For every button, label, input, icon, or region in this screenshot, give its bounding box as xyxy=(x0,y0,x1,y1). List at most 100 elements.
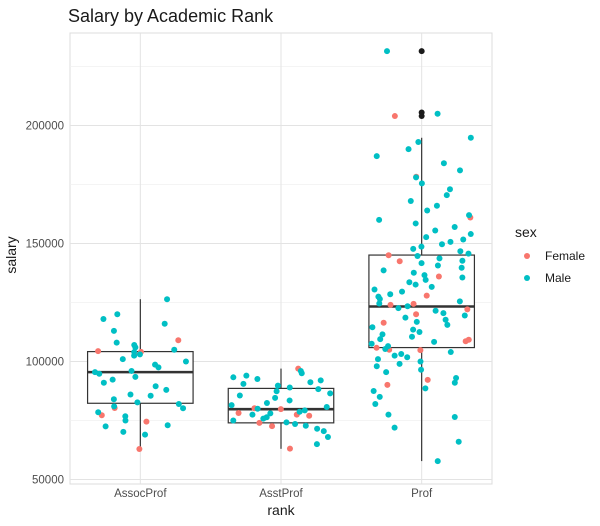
male-point xyxy=(372,400,379,407)
male-point xyxy=(465,250,472,257)
female-point xyxy=(373,344,380,351)
legend-swatch-male xyxy=(524,275,530,281)
male-point xyxy=(380,267,387,274)
legend-label-female: Female xyxy=(545,249,585,263)
male-point xyxy=(313,441,320,448)
female-point xyxy=(175,337,182,344)
x-axis-ticks: AssocProf AsstProf Prof xyxy=(114,488,433,500)
female-point xyxy=(306,412,313,419)
female-point xyxy=(424,376,431,383)
male-point xyxy=(447,238,454,245)
male-point xyxy=(263,400,270,407)
female-point xyxy=(417,347,424,354)
y-tick-label: 50000 xyxy=(32,475,64,487)
female-point xyxy=(410,300,417,307)
male-point xyxy=(457,248,464,255)
male-point xyxy=(451,413,458,420)
male-point xyxy=(136,351,143,358)
box-asstprof xyxy=(227,368,335,449)
box-assocprof xyxy=(86,299,194,450)
female-point xyxy=(256,419,263,426)
female-point xyxy=(435,273,442,280)
male-point xyxy=(324,434,331,441)
male-point xyxy=(418,180,425,187)
male-point xyxy=(379,331,386,338)
male-point xyxy=(399,288,406,295)
male-point xyxy=(370,388,377,394)
male-point xyxy=(292,421,299,428)
male-point xyxy=(387,291,394,298)
x-tick-label: Prof xyxy=(411,488,433,500)
male-point xyxy=(404,354,411,361)
outlier-point xyxy=(418,109,425,116)
male-point xyxy=(456,167,463,174)
male-point xyxy=(286,384,293,391)
male-point xyxy=(422,385,429,392)
male-point xyxy=(395,305,402,312)
male-point xyxy=(131,341,138,348)
legend-title: sex xyxy=(515,224,537,240)
outlier-point xyxy=(418,48,425,55)
y-tick-label: 100000 xyxy=(26,357,64,369)
male-point xyxy=(127,391,134,398)
male-point xyxy=(164,422,171,429)
male-point xyxy=(418,243,425,250)
male-point xyxy=(440,310,447,317)
male-point xyxy=(421,272,428,279)
male-point xyxy=(415,139,422,146)
male-point xyxy=(410,269,417,276)
male-point xyxy=(432,307,439,314)
male-point xyxy=(113,339,120,346)
female-point xyxy=(380,319,387,326)
male-point xyxy=(95,409,102,416)
male-point xyxy=(128,367,135,374)
male-point xyxy=(307,379,314,386)
chart-title: Salary by Academic Rank xyxy=(68,6,274,26)
male-point xyxy=(109,376,116,383)
male-point xyxy=(243,372,250,379)
male-point xyxy=(385,343,392,350)
male-point xyxy=(100,379,107,386)
male-point xyxy=(433,202,440,209)
male-point xyxy=(416,329,423,335)
male-point xyxy=(122,417,129,424)
male-point xyxy=(376,393,383,400)
male-point xyxy=(119,356,126,363)
male-point xyxy=(455,438,462,445)
male-point xyxy=(402,314,409,321)
male-point xyxy=(134,399,141,406)
male-point xyxy=(369,324,376,331)
male-point xyxy=(444,321,451,328)
male-point xyxy=(376,300,383,307)
male-point xyxy=(412,281,419,288)
male-point xyxy=(396,360,403,367)
male-point xyxy=(413,174,420,181)
male-point xyxy=(263,414,270,421)
male-point xyxy=(254,375,261,382)
male-point xyxy=(315,386,322,393)
male-point xyxy=(377,336,384,343)
male-point xyxy=(440,160,447,167)
legend-swatch-female xyxy=(524,253,530,259)
x-tick-label: AsstProf xyxy=(259,488,303,500)
male-point xyxy=(384,48,391,55)
x-tick-label: AssocProf xyxy=(114,488,167,500)
box-body xyxy=(227,387,335,424)
male-point xyxy=(385,411,392,418)
female-point xyxy=(413,311,420,318)
male-point xyxy=(164,296,171,303)
male-point xyxy=(91,369,98,376)
male-point xyxy=(228,402,235,409)
male-point xyxy=(373,363,380,370)
male-point xyxy=(391,424,398,431)
female-point xyxy=(143,418,150,425)
male-point xyxy=(120,428,127,435)
male-point xyxy=(163,386,170,393)
male-point xyxy=(414,253,421,260)
male-point xyxy=(467,231,474,238)
male-point xyxy=(404,303,411,310)
male-point xyxy=(373,153,380,160)
x-axis-title: rank xyxy=(267,502,295,518)
male-point xyxy=(111,403,118,410)
